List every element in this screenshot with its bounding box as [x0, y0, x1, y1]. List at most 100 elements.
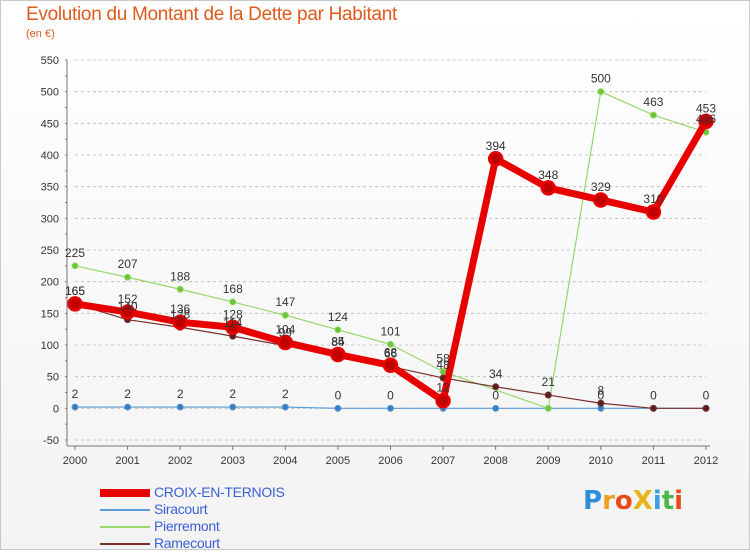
data-point: [229, 403, 237, 411]
data-point: [67, 296, 83, 312]
data-label: 436: [696, 112, 716, 126]
data-label: 2: [72, 387, 79, 401]
data-point: [544, 391, 552, 399]
x-tick-label: 2005: [326, 455, 350, 467]
legend-item: CROIX-EN-TERNOIS: [100, 484, 360, 501]
logo-letter: t: [661, 486, 675, 516]
x-tick-label: 2010: [589, 455, 613, 467]
x-tick-label: 2003: [221, 455, 245, 467]
data-point: [492, 404, 500, 412]
data-point: [645, 204, 662, 220]
data-point: [382, 357, 399, 374]
y-tick-label: 300: [41, 213, 59, 225]
data-point: [593, 192, 609, 208]
value-labels: 2 2 2 2 2 0 0 0 0 225 207 188 168 147 124 101 58 500 463 43…: [65, 72, 716, 403]
data-label: 168: [223, 282, 243, 296]
series-pierremont: [71, 88, 710, 412]
data-label: 329: [591, 180, 611, 194]
legend-item: Siracourt: [100, 501, 360, 518]
chart-title: Evolution du Montant de la Dette par Hab…: [26, 4, 397, 25]
data-label: 114: [223, 316, 242, 330]
x-tick-label: 2007: [431, 455, 455, 467]
legend-swatch: [100, 489, 150, 497]
y-tick-label: 50: [47, 372, 59, 384]
y-tick-label: 450: [41, 118, 59, 130]
series-siracourt: [71, 403, 710, 412]
y-tick-label: 250: [41, 245, 59, 257]
data-label: 310: [643, 192, 663, 206]
data-label: 21: [542, 375, 556, 389]
x-tick-label: 2011: [642, 455, 666, 467]
legend-swatch: [100, 543, 150, 545]
data-label: 0: [492, 388, 499, 402]
data-label: 34: [489, 367, 503, 381]
data-point: [334, 326, 342, 334]
data-point: [176, 403, 184, 411]
data-point: [172, 314, 188, 330]
data-point: [119, 304, 136, 320]
logo-letter: P: [583, 486, 603, 516]
data-point: [540, 180, 556, 196]
y-tick-label: 200: [41, 277, 59, 289]
x-tick-label: 2012: [694, 455, 718, 467]
axes: -500501001502002503003504004505005502000…: [41, 55, 719, 467]
data-point: [281, 403, 289, 411]
chart-subtitle: (en €): [26, 28, 55, 40]
proxiti-logo: ProXiti: [583, 486, 683, 516]
data-label: 104: [275, 322, 295, 336]
data-label: 2: [177, 387, 184, 401]
logo-letter: X: [632, 486, 653, 516]
data-label: 2: [124, 387, 131, 401]
data-label: 165: [65, 284, 85, 298]
data-point: [492, 383, 500, 391]
data-point: [124, 403, 132, 411]
data-label: 85: [331, 335, 345, 349]
y-tick-label: 100: [41, 340, 59, 352]
y-tick-label: 400: [41, 150, 59, 162]
data-label: 152: [118, 292, 138, 306]
y-tick-label: 350: [41, 182, 59, 194]
series-lines: [67, 88, 714, 412]
data-point: [277, 334, 294, 351]
legend-item: Ramecourt: [100, 535, 360, 552]
data-point: [71, 403, 79, 411]
legend-swatch: [100, 526, 150, 528]
data-point: [229, 298, 237, 306]
data-label: 128: [223, 307, 243, 321]
logo-letter: o: [614, 486, 633, 516]
data-point: [649, 111, 657, 119]
y-tick-label: 150: [41, 308, 59, 320]
data-label: 463: [643, 95, 663, 109]
data-label: 0: [703, 388, 710, 402]
data-point: [281, 311, 289, 319]
data-point: [649, 404, 657, 412]
data-label: 48: [436, 358, 450, 372]
x-tick-label: 2008: [483, 455, 507, 467]
data-label: 101: [380, 324, 400, 338]
data-label: 12: [436, 381, 450, 395]
legend-label: Ramecourt: [154, 535, 220, 551]
data-label: 188: [170, 269, 190, 283]
data-label: 2: [229, 387, 236, 401]
y-tick-label: 550: [41, 55, 59, 67]
data-point: [225, 319, 241, 336]
data-label: 128: [170, 307, 190, 321]
data-point: [698, 113, 714, 130]
data-point: [176, 285, 184, 293]
data-label: 500: [591, 72, 611, 86]
data-label: 136: [170, 302, 190, 316]
data-label: 165: [65, 284, 85, 298]
data-label: 66: [384, 347, 398, 361]
x-tick-label: 2000: [63, 455, 87, 467]
series-croix-en-ternois: [67, 113, 714, 409]
data-point: [71, 262, 79, 270]
data-label: 8: [597, 383, 604, 397]
data-label: 140: [118, 300, 138, 314]
y-tick-label: 500: [41, 87, 59, 99]
data-label: 453: [696, 101, 716, 115]
data-point: [124, 273, 132, 281]
logo-letter: i: [652, 486, 662, 516]
grid: [75, 59, 706, 441]
data-label: 147: [275, 295, 295, 309]
